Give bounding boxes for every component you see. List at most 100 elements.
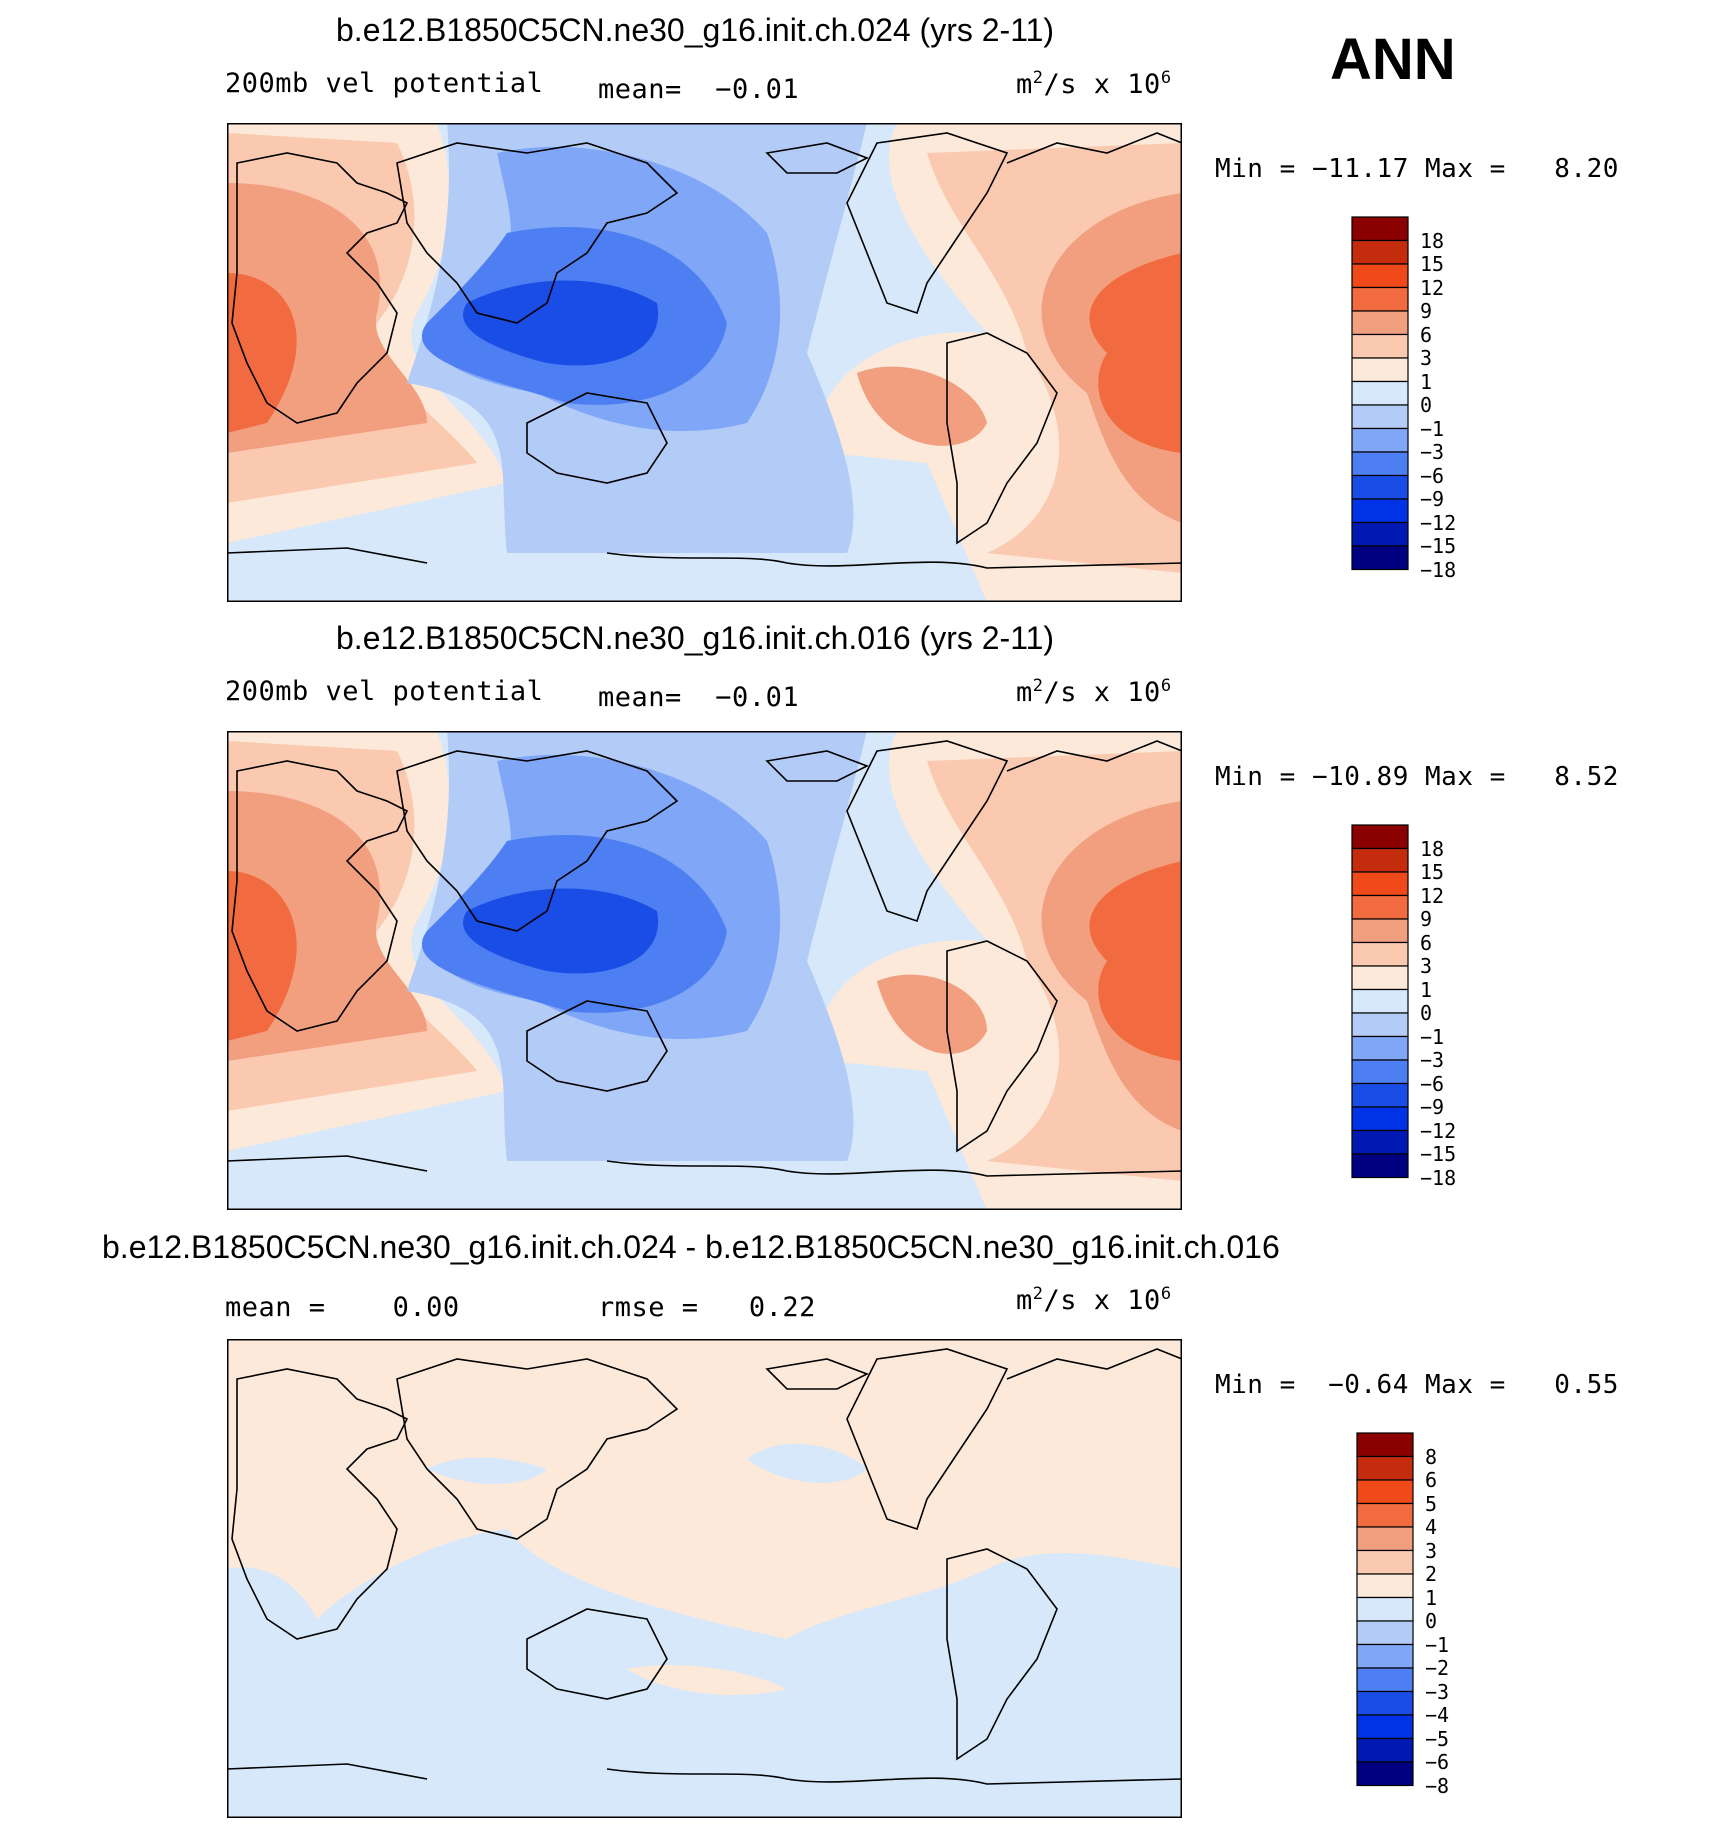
contour-pos-east-6 (1089, 861, 1182, 1061)
panel-1-mean: mean= −0.01 (598, 74, 799, 105)
contour-pos-east-6 (1089, 253, 1182, 453)
units-sup2: 6 (1160, 1284, 1172, 1304)
panel-3-rmse-label: rmse = (598, 1292, 699, 1323)
colorbar-cell (1351, 894, 1409, 920)
colorbar-tick-label: 3 (1420, 954, 1433, 978)
units-sup: 2 (1032, 1284, 1044, 1304)
max-value: 8.20 (1554, 154, 1619, 184)
contour-pos-pacific-3 (857, 366, 987, 446)
panel-2-mean-value: −0.01 (715, 682, 800, 713)
colorbar-tick-label: −3 (1425, 1679, 1450, 1704)
colorbar-cell (1356, 1455, 1414, 1481)
colorbar-tick-label: 15 (1420, 252, 1445, 276)
colorbar-cell (1351, 404, 1409, 430)
units-base: m (1016, 69, 1033, 100)
max-value: 8.52 (1554, 762, 1619, 792)
map-frame (227, 1339, 1182, 1818)
colorbar-cell (1351, 286, 1409, 312)
contour-pos-west-6 (227, 871, 297, 1041)
colorbar-tick-label: 9 (1420, 299, 1433, 323)
units-sup: 2 (1032, 68, 1044, 88)
panel-1-variable-label: 200mb vel potential (225, 68, 544, 99)
units-mid: /s x 10 (1043, 69, 1161, 100)
colorbar-tick-label: 18 (1420, 836, 1445, 861)
colorbar-cell (1356, 1502, 1414, 1528)
colorbar-cell (1351, 216, 1409, 242)
colorbar-tick-label: −15 (1420, 1142, 1457, 1166)
colorbar-tick-label: 18 (1420, 228, 1445, 253)
colorbar-tick-label: 12 (1420, 275, 1445, 300)
colorbar-tick-label: −8 (1425, 1773, 1450, 1798)
colorbar-tick-label: −3 (1420, 1048, 1445, 1072)
colorbar-cell (1351, 1129, 1409, 1155)
colorbar-cell (1351, 239, 1409, 265)
colorbar-tick-label: 6 (1425, 1468, 1438, 1492)
panel-3-title: b.e12.B1850C5CN.ne30_g16.init.ch.024 - b… (102, 1229, 1280, 1265)
colorbar-cell (1351, 357, 1409, 383)
panel-3-colorbar (1356, 1432, 1414, 1787)
colorbar-cell (1356, 1596, 1414, 1622)
panel-3-mean: mean = 0.00 (225, 1292, 460, 1323)
colorbar-tick-label: −5 (1425, 1726, 1450, 1751)
colorbar-cell (1351, 847, 1409, 873)
colorbar-cell (1351, 1035, 1409, 1061)
colorbar-cell (1351, 545, 1409, 571)
colorbar-tick-label: 5 (1425, 1491, 1438, 1516)
panel-1-minmax: Min = −11.17 Max = 8.20 (1215, 154, 1619, 184)
contour-pos-pacific-3 (877, 974, 987, 1054)
colorbar-tick-label: −6 (1420, 1071, 1445, 1096)
panel-2-map (227, 731, 1182, 1210)
units-sup: 2 (1032, 676, 1044, 696)
colorbar-tick-label: −6 (1425, 1750, 1450, 1774)
contour-neg-9 (463, 280, 659, 366)
min-label: Min = (1215, 1370, 1296, 1400)
colorbar-tick-label: −12 (1420, 1118, 1457, 1143)
colorbar-cell (1351, 871, 1409, 897)
panel-2-title: b.e12.B1850C5CN.ne30_g16.init.ch.016 (yr… (336, 620, 1055, 656)
panel-3-mean-label: mean = (225, 1292, 326, 1323)
colorbar-cell (1356, 1620, 1414, 1646)
colorbar-cell (1351, 965, 1409, 991)
colorbar-cell (1351, 1059, 1409, 1085)
map-frame (227, 731, 1182, 1210)
colorbar-tick-label: 0 (1420, 393, 1433, 417)
max-label: Max = (1425, 762, 1506, 792)
colorbar-cell (1351, 1153, 1409, 1179)
colorbar-cell (1356, 1667, 1414, 1693)
colorbar-tick-label: −9 (1420, 1095, 1445, 1119)
colorbar-tick-label: 0 (1420, 1001, 1433, 1025)
colorbar-tick-label: −3 (1420, 440, 1445, 464)
map-frame (227, 123, 1182, 602)
panel-2-minmax: Min = −10.89 Max = 8.52 (1215, 762, 1619, 792)
colorbar-tick-label: −2 (1425, 1656, 1450, 1680)
colorbar-tick-label: 1 (1420, 977, 1433, 1002)
colorbar-cell (1356, 1690, 1414, 1716)
panel-2-mean: mean= −0.01 (598, 682, 799, 713)
max-label: Max = (1425, 1370, 1506, 1400)
colorbar-cell (1351, 380, 1409, 406)
panel-1-colorbar (1351, 216, 1409, 571)
colorbar-tick-label: 6 (1420, 930, 1433, 955)
panel-3-map (227, 1339, 1182, 1818)
colorbar-tick-label: 3 (1425, 1538, 1438, 1563)
colorbar-cell (1351, 1082, 1409, 1108)
coastlines (227, 1348, 1182, 1785)
colorbar-tick-label: −15 (1420, 534, 1457, 558)
panel-1-mean-label: mean= (598, 74, 682, 105)
colorbar-cell (1351, 941, 1409, 967)
panel-1-map (227, 123, 1182, 602)
panel-1-title: b.e12.B1850C5CN.ne30_g16.init.ch.024 (yr… (336, 12, 1055, 48)
panel-3-rmse-value: 0.22 (748, 1292, 816, 1323)
contour-pos-nz (627, 1665, 787, 1695)
colorbar-tick-label: −1 (1425, 1632, 1450, 1657)
colorbar-tick-label: 15 (1420, 860, 1445, 884)
coastlines (227, 132, 1182, 569)
colorbar-cell (1351, 824, 1409, 850)
colorbar-cell (1356, 1643, 1414, 1669)
season-label: ANN (1330, 27, 1456, 92)
colorbar-cell (1351, 333, 1409, 359)
colorbar-cell (1356, 1737, 1414, 1763)
colorbar-tick-label: 3 (1420, 346, 1433, 370)
colorbar-cell (1351, 451, 1409, 477)
colorbar-cell (1351, 498, 1409, 524)
